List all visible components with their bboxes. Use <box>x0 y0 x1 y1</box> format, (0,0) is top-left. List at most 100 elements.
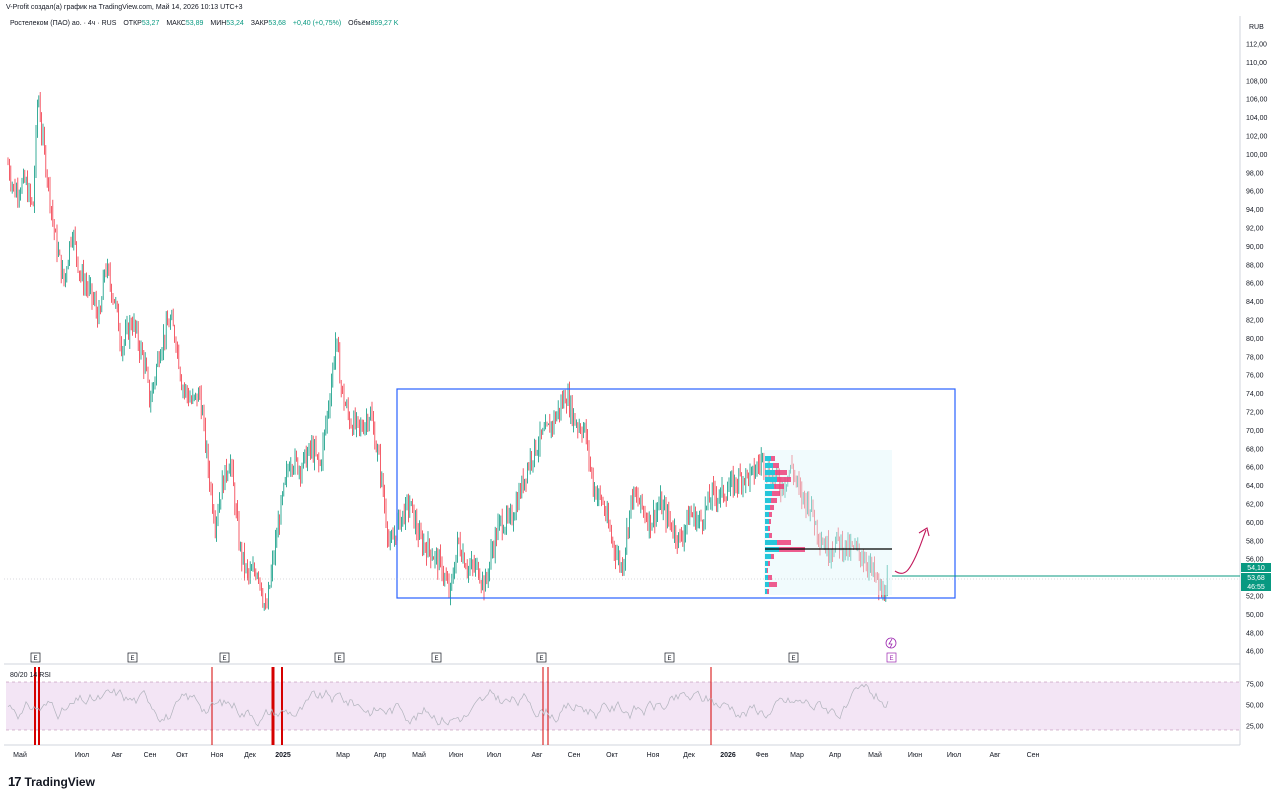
price-tick-label: 80,00 <box>1246 336 1264 343</box>
volume-profile-bar <box>767 568 768 573</box>
price-badge-label: 54,10 <box>1247 565 1265 572</box>
range-box <box>396 388 956 599</box>
earnings-marker-label: E <box>222 656 226 662</box>
time-tick-label: 2025 <box>275 752 291 759</box>
earnings-marker-icon[interactable] <box>127 652 138 663</box>
volume-profile-bar <box>768 575 772 580</box>
price-tick-label: 58,00 <box>1246 538 1264 545</box>
earnings-marker-icon[interactable] <box>536 652 547 663</box>
price-tick-label: 86,00 <box>1246 281 1264 288</box>
earnings-marker-icon[interactable] <box>334 652 345 663</box>
volume-profile-bar <box>773 463 779 468</box>
close-value: 53,68 <box>268 20 286 27</box>
tradingview-logo-text: TradingView <box>24 774 95 789</box>
volume-profile-bar <box>765 575 768 580</box>
lightning-bolt-icon <box>888 638 893 649</box>
upcoming-earnings-icon <box>886 652 897 663</box>
volume-profile-bar <box>765 561 768 566</box>
price-tick-label: 102,00 <box>1246 134 1268 141</box>
volume-profile-bar <box>765 568 767 573</box>
price-tick-label: 106,00 <box>1246 97 1268 104</box>
time-tick-label: Авг <box>112 752 123 759</box>
symbol-name[interactable]: Ростелеком (ПАО) ао. · 4ч · RUS <box>10 20 117 27</box>
price-tick-label: 84,00 <box>1246 299 1264 306</box>
time-tick-label: Фев <box>756 752 769 759</box>
currency-label[interactable]: RUB <box>1249 24 1264 31</box>
time-tick-label: Ноя <box>647 752 660 759</box>
volume-profile-bar <box>765 463 773 468</box>
earnings-marker-icon[interactable] <box>30 652 41 663</box>
time-tick-label: Мар <box>790 752 804 759</box>
price-tick-label: 104,00 <box>1246 115 1268 122</box>
volume-profile-bar <box>765 589 767 594</box>
volume-profile-bar <box>771 498 777 503</box>
price-tick-label: 110,00 <box>1246 60 1267 67</box>
price-badge <box>1241 563 1271 572</box>
price-tick-label: 90,00 <box>1246 244 1264 251</box>
time-tick-label: Авг <box>532 752 543 759</box>
price-tick-label: 62,00 <box>1246 502 1264 509</box>
price-tick-label: 112,00 <box>1246 42 1267 49</box>
price-badge-label: 46:55 <box>1247 584 1265 591</box>
volume-profile-bar <box>765 540 777 545</box>
volume-profile-bar <box>769 512 772 517</box>
price-tick-label: 56,00 <box>1246 557 1264 564</box>
upcoming-earnings-label: E <box>889 656 893 662</box>
earnings-marker-icon[interactable] <box>219 652 230 663</box>
volume-profile-bar <box>765 484 774 489</box>
price-tick-label: 76,00 <box>1246 373 1264 380</box>
rsi-band-fill <box>6 682 1240 730</box>
time-tick-label: Авг <box>990 752 1001 759</box>
time-tick-label: Дек <box>683 752 696 759</box>
volume-profile-bar <box>765 582 769 587</box>
volume-profile-bar <box>765 505 770 510</box>
earnings-marker-label: E <box>434 656 438 662</box>
volume-profile-bar <box>775 470 787 475</box>
forecast-arrow <box>894 529 927 574</box>
open-value: 53,27 <box>141 20 160 27</box>
time-tick-label: Апр <box>829 752 841 759</box>
price-tick-label: 46,00 <box>1246 649 1264 656</box>
close-label: ЗАКР <box>250 20 269 27</box>
volume-profile-bar <box>774 484 784 489</box>
price-tick-label: 100,00 <box>1246 152 1268 159</box>
rsi-indicator-label[interactable]: 80/20 14 RSI <box>10 672 51 679</box>
price-tick-label: 98,00 <box>1246 170 1264 177</box>
rsi-tick-label: 50,00 <box>1246 703 1264 710</box>
earnings-marker-icon[interactable] <box>788 652 799 663</box>
price-tick-label: 64,00 <box>1246 483 1264 490</box>
price-tick-label: 50,00 <box>1246 612 1264 619</box>
volume-profile-bar <box>765 498 771 503</box>
volume-profile-bar <box>769 533 772 538</box>
tradingview-logo[interactable]: 17 TradingView <box>8 774 95 789</box>
time-tick-label: Окт <box>176 752 189 759</box>
time-tick-label: Дек <box>244 752 257 759</box>
price-tick-label: 48,00 <box>1246 630 1264 637</box>
price-tick-label: 108,00 <box>1246 78 1268 85</box>
earnings-marker-icon[interactable] <box>664 652 675 663</box>
change-value: +0,40 (+0,75%) <box>292 20 342 27</box>
volume-profile-bar <box>777 540 791 545</box>
volume-profile-bar <box>765 554 771 559</box>
time-tick-label: Окт <box>606 752 619 759</box>
price-tick-label: 82,00 <box>1246 318 1264 325</box>
price-badge-label: 53,68 <box>1247 575 1265 582</box>
time-tick-label: Сен <box>568 752 581 759</box>
price-tick-label: 66,00 <box>1246 465 1264 472</box>
earnings-marker-icon[interactable] <box>431 652 442 663</box>
rsi-line <box>7 683 889 727</box>
earnings-marker-label: E <box>539 656 543 662</box>
volume-profile-bar <box>765 526 768 531</box>
price-badge <box>1241 573 1271 582</box>
symbol-legend: Ростелеком (ПАО) ао. · 4ч · RUS ОТКР53,2… <box>10 20 398 27</box>
time-tick-label: 2026 <box>720 752 736 759</box>
time-tick-label: Май <box>868 751 882 759</box>
volume-label: Объём <box>348 20 371 27</box>
price-tick-label: 96,00 <box>1246 189 1264 196</box>
volume-profile-bar <box>765 519 769 524</box>
volume-profile-bar <box>769 582 777 587</box>
price-tick-label: 70,00 <box>1246 428 1264 435</box>
volume-value: 859,27 K <box>370 20 399 27</box>
earnings-marker-label: E <box>667 656 671 662</box>
